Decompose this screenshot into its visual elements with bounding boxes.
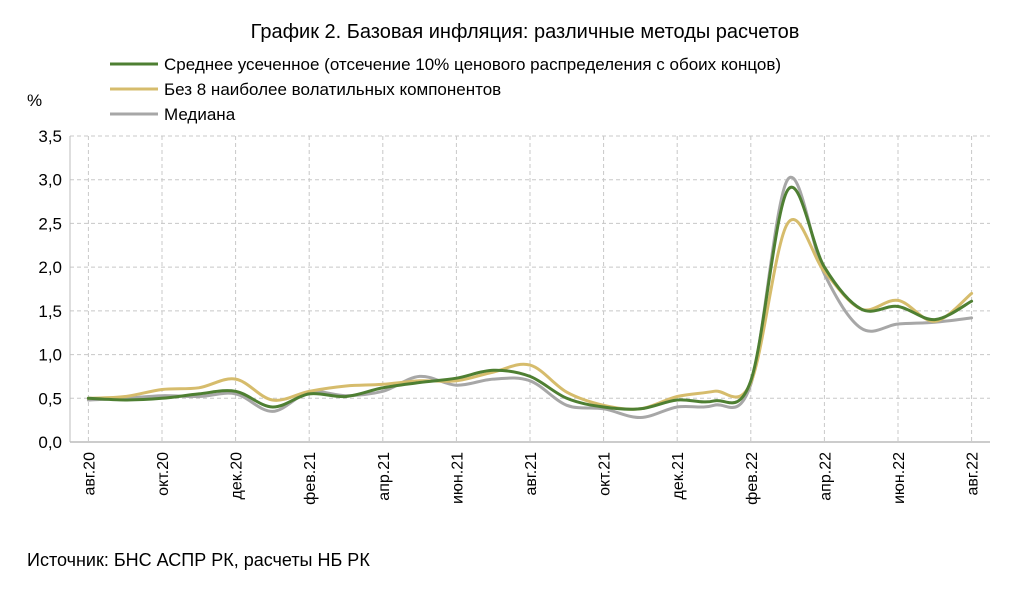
legend-label: Среднее усеченное (отсечение 10% ценовог… [164, 55, 781, 74]
x-tick-label: дек.21 [670, 452, 687, 500]
x-tick-label: апр.22 [817, 452, 834, 501]
x-axis-ticks: авг.20 окт.20 дек.20 фев.21 апр.21 июн.21 авг.… [81, 452, 981, 505]
legend: Среднее усеченное (отсечение 10% ценовог… [110, 55, 781, 124]
legend-label: Медиана [164, 105, 236, 124]
y-tick-label: 3,5 [38, 127, 62, 146]
chart-title: График 2. Базовая инфляция: различные ме… [251, 21, 800, 43]
y-tick-label: 1,0 [38, 346, 62, 365]
y-tick-label: 1,5 [38, 302, 62, 321]
source-note: Источник: БНС АСПР РК, расчеты НБ РК [27, 550, 370, 570]
series-line-2 [86, 218, 974, 411]
x-tick-label: дек.20 [229, 452, 246, 500]
series-lines [86, 175, 974, 420]
x-tick-label: авг.21 [523, 452, 540, 496]
x-tick-label: апр.21 [376, 452, 393, 501]
y-tick-label: 0,5 [38, 389, 62, 408]
x-tick-label: фев.22 [744, 452, 761, 505]
x-tick-label: фев.21 [302, 452, 319, 505]
legend-label: Без 8 наиболее волатильных компонентов [164, 80, 501, 99]
y-tick-label: 2,5 [38, 214, 62, 233]
y-axis-unit: % [27, 91, 42, 110]
x-tick-label: июн.21 [449, 452, 466, 504]
y-tick-label: 0,0 [38, 433, 62, 452]
y-tick-label: 3,0 [38, 171, 62, 190]
y-tick-label: 2,0 [38, 258, 62, 277]
grid [69, 135, 990, 443]
x-tick-label: авг.20 [81, 452, 98, 496]
x-tick-label: июн.22 [891, 452, 908, 504]
x-tick-label: окт.21 [597, 452, 614, 496]
x-tick-label: авг.22 [965, 452, 982, 496]
series-line-1 [86, 185, 974, 411]
y-axis-ticks: 0,0 0,5 1,0 1,5 2,0 2,5 3,0 3,5 [38, 127, 62, 452]
x-tick-label: окт.20 [155, 452, 172, 496]
